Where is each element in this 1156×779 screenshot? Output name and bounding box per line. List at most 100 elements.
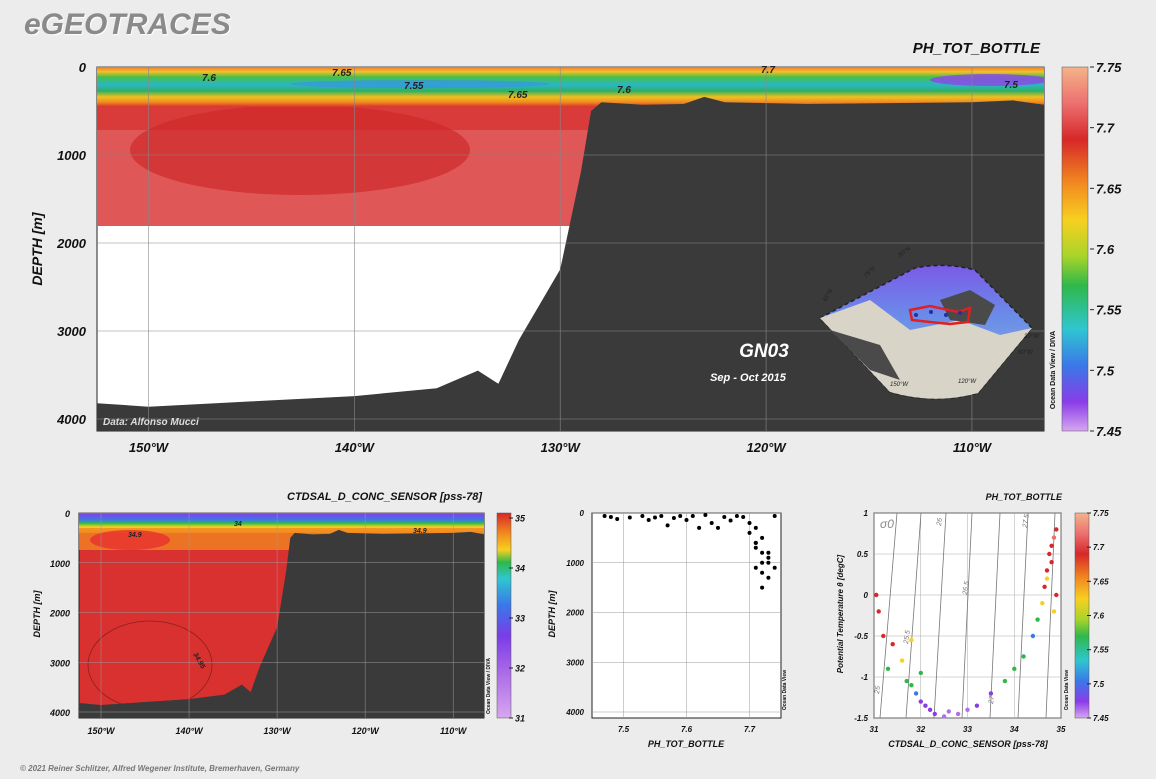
ts-point <box>918 670 923 676</box>
ts-point <box>1040 601 1045 606</box>
ts-point <box>941 714 947 719</box>
ts-point <box>1035 617 1040 622</box>
scatter-point <box>653 515 657 520</box>
isopycnal-label: 26 <box>936 517 944 527</box>
station-dot <box>929 310 933 314</box>
scatter-point <box>760 570 765 575</box>
scatter-point <box>728 518 733 523</box>
ts-point <box>974 703 980 708</box>
scatter-point <box>753 525 758 530</box>
scatter-point <box>627 515 632 520</box>
scatter-point <box>646 518 651 522</box>
scatter-point <box>722 515 727 519</box>
ts-ytick-label: 0.5 <box>857 550 869 559</box>
scatter-xtick-label: 7.7 <box>744 725 756 734</box>
sal-contour-label: 34.9 <box>413 528 427 535</box>
cruise-track <box>908 304 972 326</box>
ts-point <box>899 658 905 663</box>
scatter-point <box>690 514 695 518</box>
scatter-point <box>766 555 771 560</box>
contour-label: 7.6 <box>617 85 631 96</box>
ts-point <box>885 666 891 671</box>
scatter-point <box>659 514 664 518</box>
isopycnal-label: 27 <box>988 694 996 705</box>
ts-ytick-label: 1 <box>864 509 869 518</box>
isopycnal-lines <box>879 512 1056 719</box>
ts-ylabel: Potential Temperature θ [degC] <box>836 554 845 673</box>
scatter-point <box>766 575 771 580</box>
station-dot <box>944 313 948 317</box>
ts-point <box>1051 609 1057 614</box>
main-ytick-label: 1000 <box>57 148 87 163</box>
ts-point <box>1042 584 1047 589</box>
sal-colorbar-gradient <box>496 512 512 719</box>
colorbar-tick-label: 7.75 <box>1096 60 1122 75</box>
scatter-point <box>709 521 714 525</box>
ts-colorbar: 7.75 7.7 7.65 7.6 7.55 7.5 7.45 <box>1074 509 1109 723</box>
sal-xtick-label: 150°W <box>87 726 116 736</box>
sal-ytick-label: 4000 <box>49 708 70 718</box>
ts-xtick-label: 33 <box>963 725 972 734</box>
odv-credit-ts: Ocean Data View <box>1064 670 1070 710</box>
colorbar-tick-label: 7.6 <box>1096 242 1115 257</box>
scatter-point <box>703 513 708 517</box>
ts-point <box>1030 633 1036 639</box>
sal-xtick-label: 120°W <box>352 726 381 736</box>
ts-point <box>1051 535 1057 540</box>
colorbar-tick-label: 7.65 <box>1096 181 1122 196</box>
contour-label: 7.5 <box>1004 80 1018 91</box>
map-greenland <box>830 330 900 380</box>
scatter-point <box>772 565 777 570</box>
isopycnal-label: 25.5 <box>903 630 912 646</box>
ts-point <box>1047 551 1052 557</box>
isopycnal-label: 26.5 <box>962 581 971 597</box>
colorbar-tick-label: 7.7 <box>1096 121 1115 136</box>
colorbar-tick-label: 34 <box>515 563 525 573</box>
ts-point <box>946 709 951 714</box>
contour-label: 7.7 <box>761 65 775 76</box>
ts-point <box>909 637 914 643</box>
ts-ytick-label: -1 <box>861 673 869 682</box>
colorbar-tick-label: 7.55 <box>1096 303 1122 318</box>
scatter-point <box>760 550 765 555</box>
ts-point <box>1044 576 1050 581</box>
ts-points <box>874 527 1059 719</box>
colorbar-tick-label: 7.45 <box>1096 424 1122 439</box>
salinity-title: CTDSAL_D_CONC_SENSOR [pss-78] <box>287 491 482 503</box>
sal-ytick-label: 1000 <box>50 559 70 569</box>
scatter-point <box>772 514 777 518</box>
colorbar-tick-label: 31 <box>515 713 525 723</box>
sal-ytick-label: 2000 <box>49 609 70 619</box>
ts-point <box>1049 543 1054 548</box>
map-lon-label: 60°W <box>1018 350 1034 356</box>
scatter-ytick-label: 1000 <box>566 559 584 568</box>
colorbar-tick-label: 7.65 <box>1093 577 1109 586</box>
colorbar-tick-label: 32 <box>515 663 525 673</box>
surface-ph-field <box>97 67 1044 107</box>
scatter-xlabel: PH_TOT_BOTTLE <box>648 739 725 749</box>
main-ytick-label: 2000 <box>56 236 87 251</box>
main-section-title: PH_TOT_BOTTLE <box>913 40 1041 57</box>
colorbar-tick-label: 7.7 <box>1093 543 1105 552</box>
scatter-point <box>615 517 620 521</box>
sal-max-core <box>90 530 170 550</box>
map-lon-label: 150°W <box>890 382 909 388</box>
map-lon-label: 120°W <box>958 379 977 385</box>
station-map-inset: 80°N 75°N 65°N 150°W 120°W 60°W 30°W <box>818 246 1040 400</box>
ph-depth-scatter: DEPTH [m] PH_TOT_BOTTLE 0 1000 2000 3000 400… <box>547 509 788 749</box>
main-ytick-label: 4000 <box>56 412 87 427</box>
station-dot <box>914 313 918 317</box>
contour-label: 7.65 <box>508 90 528 101</box>
colorbar-tick-label: 35 <box>515 513 526 523</box>
ts-point <box>955 711 961 717</box>
ts-point <box>876 609 881 614</box>
ts-point <box>909 683 914 688</box>
seafloor-bathymetry <box>97 96 1044 431</box>
scatter-ytick-label: 3000 <box>566 658 584 667</box>
sal-seafloor <box>79 529 484 718</box>
ts-point <box>874 592 879 598</box>
ts-ytick-label: 0 <box>864 591 869 600</box>
low-ph-band <box>290 80 550 88</box>
ph-maximum-core <box>130 105 470 195</box>
